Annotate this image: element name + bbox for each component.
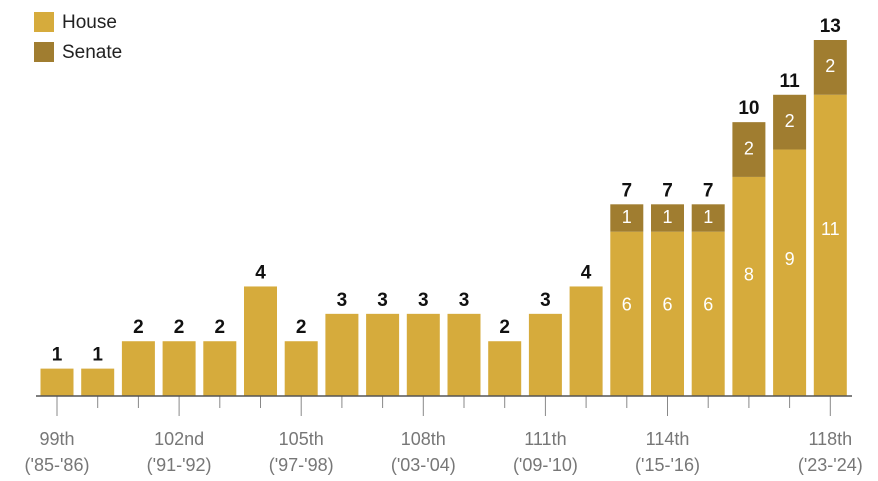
total-label: 11 <box>780 71 801 92</box>
total-label: 2 <box>174 317 185 338</box>
x-tick-sublabel: ('09-'10) <box>513 455 578 475</box>
bar-segment <box>366 313 400 396</box>
x-tick-sublabel: ('97-'98) <box>269 455 334 475</box>
total-label: 3 <box>459 290 470 311</box>
total-label: 10 <box>738 98 759 119</box>
x-tick-label: 114th <box>646 429 690 449</box>
bar-segment <box>121 341 155 396</box>
segment-label: 2 <box>785 111 795 131</box>
total-label: 1 <box>92 345 103 366</box>
segment-label: 9 <box>785 249 795 269</box>
segment-label: 11 <box>821 219 840 239</box>
bar-segment <box>81 368 115 396</box>
total-label: 3 <box>540 290 551 311</box>
bar-segment <box>162 341 196 396</box>
bar-segment <box>325 313 359 396</box>
bar-segment <box>691 204 725 232</box>
bar-segment <box>732 122 766 177</box>
bar-segment <box>447 313 481 396</box>
segment-label: 6 <box>662 294 672 314</box>
total-label: 7 <box>662 180 673 201</box>
bar-segment <box>284 341 318 396</box>
bar-segment <box>773 149 807 396</box>
total-label: 2 <box>499 317 510 338</box>
x-tick-sublabel: ('03-'04) <box>391 455 456 475</box>
total-label: 13 <box>820 16 841 37</box>
total-label: 7 <box>622 180 633 201</box>
bar-segment <box>732 176 766 396</box>
total-label: 2 <box>133 317 144 338</box>
bar-segment <box>488 341 522 396</box>
segment-label: 6 <box>703 294 713 314</box>
legend-swatch <box>34 42 54 62</box>
total-label: 2 <box>215 317 226 338</box>
segment-label: 1 <box>622 207 632 227</box>
x-tick-label: 118th <box>808 429 852 449</box>
x-tick-label: 108th <box>401 429 446 449</box>
total-label: 4 <box>581 262 592 283</box>
segment-label: 6 <box>622 294 632 314</box>
x-tick-sublabel: ('85-'86) <box>25 455 90 475</box>
legend-label: Senate <box>62 42 122 63</box>
total-label: 2 <box>296 317 307 338</box>
bar-segment <box>610 204 644 232</box>
bar-segment <box>203 341 237 396</box>
total-label: 3 <box>377 290 388 311</box>
bar-segment <box>610 231 644 396</box>
legend-label: House <box>62 12 117 33</box>
x-tick-sublabel: ('15-'16) <box>635 455 700 475</box>
bar-segment <box>569 286 603 396</box>
x-tick-label: 105th <box>279 429 324 449</box>
total-label: 7 <box>703 180 714 201</box>
legend-swatch <box>34 12 54 32</box>
bar-segment <box>244 286 277 396</box>
bar-segment <box>691 231 725 396</box>
x-tick-label: 102nd <box>154 429 204 449</box>
x-tick-label: 111th <box>524 429 566 449</box>
bar-segment <box>406 313 440 396</box>
bar-segment <box>813 40 847 95</box>
segment-label: 1 <box>662 207 672 227</box>
total-label: 3 <box>418 290 429 311</box>
x-tick-sublabel: ('23-'24) <box>798 455 863 475</box>
bar-segment <box>651 204 684 232</box>
total-label: 1 <box>52 345 63 366</box>
bar-segment <box>528 313 562 396</box>
bar-segment <box>773 94 807 150</box>
segment-label: 2 <box>825 56 835 76</box>
x-tick-label: 99th <box>39 429 74 449</box>
bar-segment <box>40 368 74 396</box>
bar-segment <box>651 231 684 396</box>
bar-segment <box>813 94 847 397</box>
total-label: 4 <box>255 262 266 283</box>
segment-label: 1 <box>703 207 713 227</box>
segment-label: 8 <box>744 264 754 284</box>
x-tick-sublabel: ('91-'92) <box>147 455 212 475</box>
total-label: 3 <box>337 290 348 311</box>
segment-label: 2 <box>744 138 754 158</box>
